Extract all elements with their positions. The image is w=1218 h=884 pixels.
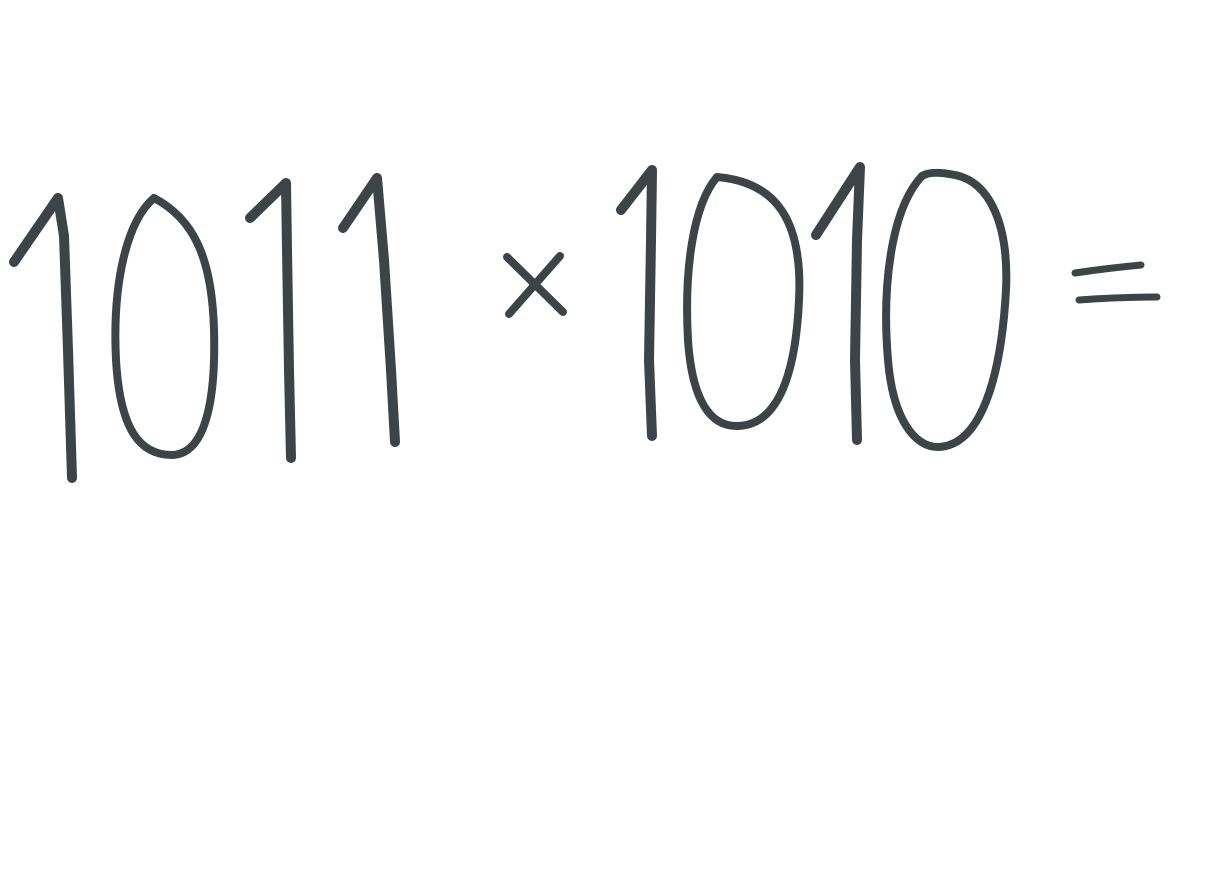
multiply-sign [503, 252, 567, 318]
digit-0 [683, 173, 804, 431]
digit-1 [338, 173, 400, 447]
digit-0 [882, 168, 1011, 451]
left-operand [9, 173, 400, 483]
equals-sign [1071, 261, 1161, 304]
digit-1 [9, 193, 77, 483]
digit-1 [616, 165, 657, 441]
digit-1 [811, 162, 865, 445]
right-operand [616, 162, 1011, 451]
digit-1 [245, 178, 296, 463]
digit-0 [111, 194, 219, 459]
